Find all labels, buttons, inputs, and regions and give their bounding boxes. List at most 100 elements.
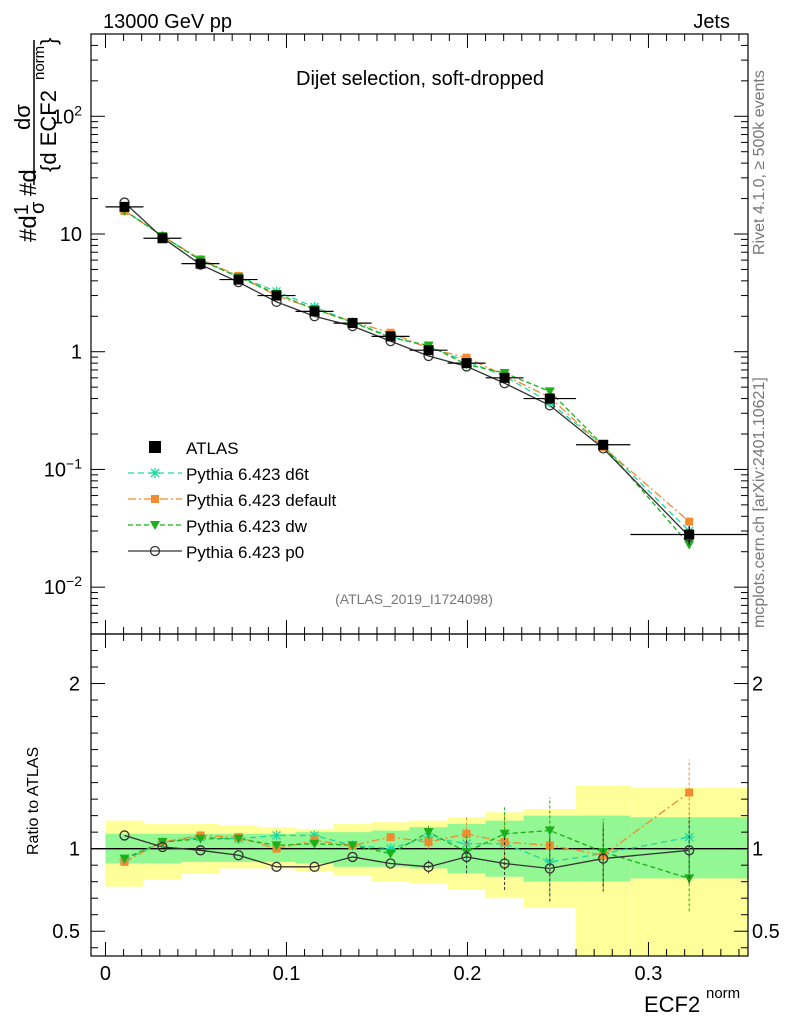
ratio-point-dw xyxy=(499,829,510,839)
svg-text:Pythia 6.423 default: Pythia 6.423 default xyxy=(186,491,337,510)
point-dw xyxy=(544,387,555,397)
x-tick-label: 0.1 xyxy=(273,963,301,985)
y-tick-label: 1 xyxy=(71,342,82,364)
ratio-point-dw xyxy=(385,849,396,859)
legend-entry-d6t: Pythia 6.423 d6t xyxy=(128,465,309,484)
ratio-point-p0 xyxy=(499,858,510,869)
atlas-point xyxy=(423,345,434,356)
ratio-point-d6t xyxy=(271,830,282,841)
atlas-point xyxy=(271,290,282,301)
ratio-line-default xyxy=(124,791,690,863)
ratio-line-d6t xyxy=(124,834,690,863)
ratio-point-p0 xyxy=(423,861,434,872)
ratio-point-p0 xyxy=(157,841,168,853)
ratio-point-p0 xyxy=(309,861,320,872)
ratio-point-dw xyxy=(233,834,244,844)
ratio-point-dw xyxy=(544,826,555,836)
legend: ATLAS Pythia 6.423 d6t Pythia 6.423 defaul… xyxy=(128,439,337,562)
ratio-plot-frame xyxy=(90,633,749,957)
ratio-y-axis-label: Ratio to ATLAS xyxy=(25,747,42,855)
y-tick-label: 10−1 xyxy=(44,455,82,481)
ratio-point-default xyxy=(386,833,395,842)
atlas-point xyxy=(233,274,244,285)
ratio-point-p0 xyxy=(385,858,396,869)
ratio-point-dw xyxy=(119,854,130,864)
ratio-point-dw xyxy=(347,841,358,851)
ratio-line-p0 xyxy=(124,834,690,870)
ratio-tick-label-left: 1 xyxy=(69,839,80,861)
x-tick-label: 0.2 xyxy=(454,963,482,985)
ratio-point-default xyxy=(462,829,471,838)
atlas-point xyxy=(119,201,130,212)
ratio-point-p0 xyxy=(271,861,282,872)
atlas-point xyxy=(544,393,555,404)
ratio-tick-label-right: 0.5 xyxy=(752,921,780,943)
y-tick-label: 10−2 xyxy=(44,573,82,599)
ratio-point-default xyxy=(424,838,433,847)
svg-text:{d ECF2: {d ECF2 xyxy=(36,90,61,172)
ratio-point-dw xyxy=(309,839,320,849)
energy-label: 13000 GeV pp xyxy=(103,11,232,33)
svg-text:#d: #d xyxy=(15,169,42,196)
ratio-point-dw xyxy=(271,841,282,851)
svg-text:Pythia 6.423 dw: Pythia 6.423 dw xyxy=(186,517,308,536)
svg-text:ECF2: ECF2 xyxy=(644,992,700,1017)
rivet-label: Rivet 4.1.0, ≥ 500k events xyxy=(751,70,768,255)
ratio-tick-label-left: 0.5 xyxy=(52,921,80,943)
atlas-point xyxy=(385,331,396,342)
ratio-point-p0 xyxy=(233,850,244,861)
atlas-point xyxy=(347,318,358,329)
analysis-id: (ATLAS_2019_I1724098) xyxy=(335,591,493,607)
ratio-point-p0 xyxy=(544,863,555,874)
ratio-point-dw xyxy=(195,834,206,844)
atlas-point xyxy=(195,258,206,269)
atlas-point xyxy=(461,358,472,369)
atlas-point xyxy=(309,306,320,317)
ratio-point-p0 xyxy=(598,853,609,864)
svg-text:σ: σ xyxy=(27,201,49,214)
legend-entry-p0: Pythia 6.423 p0 xyxy=(128,543,304,562)
atlas-point xyxy=(157,233,168,244)
series-line-dw xyxy=(124,209,690,545)
x-tick-label: 0.3 xyxy=(635,963,663,985)
category-label: Jets xyxy=(693,11,730,33)
legend-entry-ATLAS: ATLAS xyxy=(149,439,239,458)
point-default xyxy=(685,517,694,526)
ratio-tick-label-right: 1 xyxy=(752,839,763,861)
y-tick-label: 102 xyxy=(52,102,82,128)
ratio-point-p0 xyxy=(195,845,206,856)
ratio-tick-label-left: 2 xyxy=(69,674,80,696)
x-axis-label: ECF2 norm xyxy=(644,985,740,1017)
ratio-point-dw xyxy=(684,874,695,884)
legend-entry-default: Pythia 6.423 default xyxy=(128,491,337,510)
svg-text:}: } xyxy=(36,38,61,45)
ratio-point-dw xyxy=(423,828,434,838)
ratio-point-p0 xyxy=(684,845,695,856)
x-tick-label: 0 xyxy=(100,963,111,985)
svg-text:Pythia 6.423 p0: Pythia 6.423 p0 xyxy=(186,543,304,562)
atlas-point xyxy=(499,372,510,383)
ratio-point-p0 xyxy=(347,851,358,863)
ratio-point-dw xyxy=(598,847,609,857)
series-line-p0 xyxy=(124,202,690,537)
ratio-tick-label-right: 2 xyxy=(752,674,763,696)
atlas-point xyxy=(598,439,609,450)
svg-text:norm: norm xyxy=(706,985,740,1002)
chart-title: Dijet selection, soft-dropped xyxy=(296,68,544,90)
ratio-point-p0 xyxy=(119,830,130,841)
svg-text:dσ: dσ xyxy=(10,104,35,130)
main-y-axis-label: #d1 σ #d dσ {d ECF2 norm } xyxy=(10,38,61,242)
y-tick-label: 10 xyxy=(60,224,82,246)
ratio-point-default xyxy=(685,788,694,797)
series-line-default xyxy=(124,210,690,523)
svg-text:Pythia 6.423 d6t: Pythia 6.423 d6t xyxy=(186,465,309,484)
svg-text:norm: norm xyxy=(31,46,48,80)
ratio-line-dw xyxy=(124,829,690,880)
point-default xyxy=(462,353,471,362)
mcplots-label: mcplots.cern.ch [arXiv:2401.10621] xyxy=(751,377,768,628)
point-dw xyxy=(684,540,695,550)
atlas-point xyxy=(684,529,695,540)
ratio-point-p0 xyxy=(461,851,472,863)
legend-entry-dw: Pythia 6.423 dw xyxy=(128,517,308,536)
